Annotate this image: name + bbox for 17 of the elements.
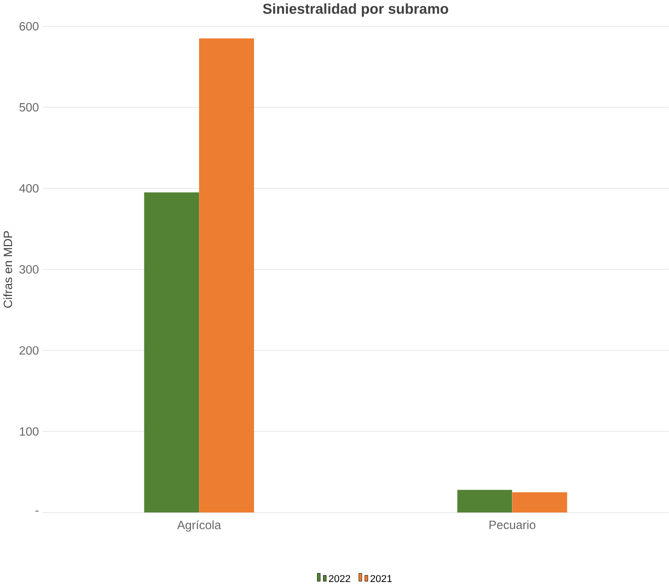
legend-label: 2022 (328, 575, 350, 582)
y-tick-label: 300 (19, 265, 39, 274)
bar (199, 38, 254, 513)
x-tick-label: Pecuario (490, 520, 536, 530)
chart-title: Siniestralidad por subramo (262, 4, 448, 17)
legend-label: 2021 (370, 575, 392, 582)
bar (144, 192, 200, 513)
y-tick-label: 500 (19, 103, 39, 112)
y-axis-title: Cifras en MDP (3, 231, 12, 308)
x-tick-label: Agrícola (177, 520, 222, 532)
y-tick-label: - (36, 510, 38, 512)
bar (457, 490, 512, 513)
bar (512, 492, 568, 513)
y-tick-label: 200 (20, 346, 39, 355)
y-tick-label: 400 (19, 184, 39, 193)
y-tick-label: 600 (20, 22, 39, 31)
y-tick-label: 100 (20, 427, 39, 436)
